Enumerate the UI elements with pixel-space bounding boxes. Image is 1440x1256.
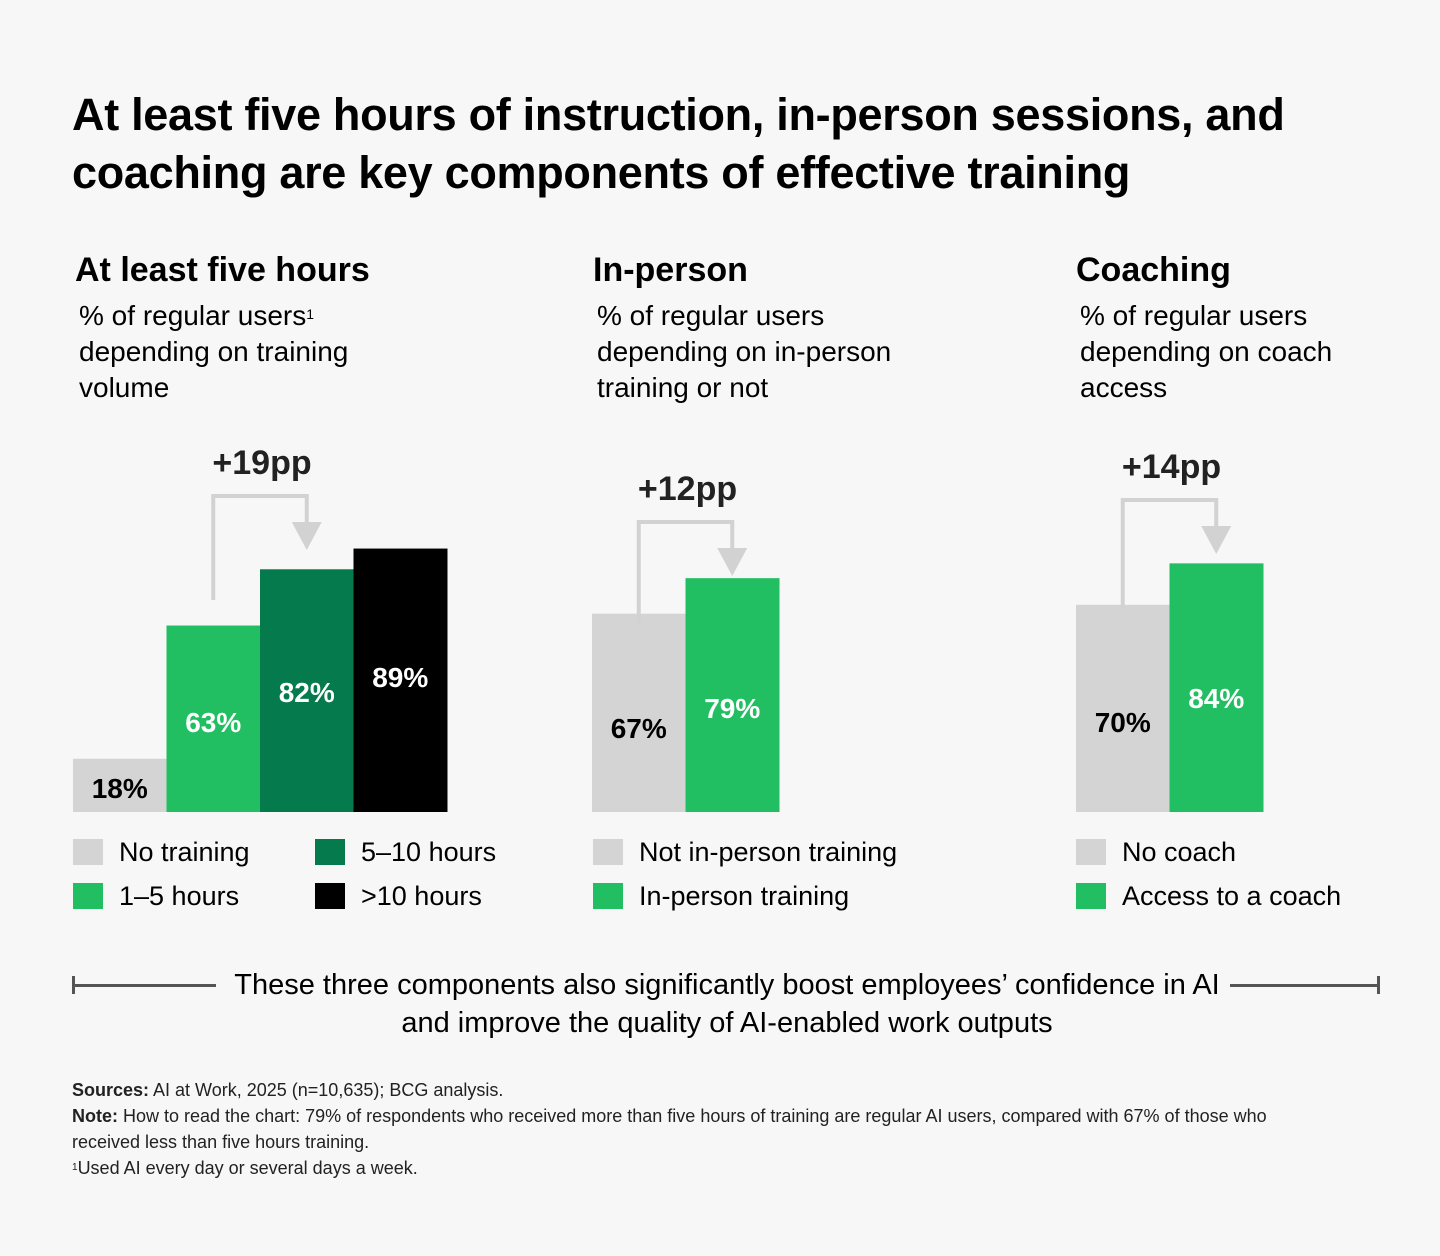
legend-swatch — [593, 839, 623, 865]
bar-value-label: 63% — [185, 707, 241, 738]
bar-value-label: 67% — [611, 713, 667, 744]
footnote-ref: 1 — [306, 306, 315, 322]
difference-label: +14pp — [1122, 448, 1221, 486]
legend-label: >10 hours — [361, 881, 482, 911]
legend-swatch — [593, 883, 623, 909]
legend-item: Access to a coach — [1076, 880, 1376, 912]
panel-training-volume: At least five hours % of regular users1 … — [75, 248, 439, 406]
callout: These three components also significantl… — [72, 966, 1380, 1046]
legend-training-volume: No training 5–10 hours 1–5 hours >10 hours — [73, 836, 515, 912]
legend-in-person: Not in-person training In-person training — [593, 836, 913, 912]
legend-label: 5–10 hours — [361, 837, 497, 867]
legend-item: Not in-person training — [593, 836, 913, 868]
panel-subtitle: % of regular users1 depending on trainin… — [79, 298, 439, 406]
legend-item: In-person training — [593, 880, 913, 912]
footnote-1: 1Used AI every day or several days a wee… — [72, 1155, 1332, 1181]
legend-label: 1–5 hours — [119, 881, 240, 911]
footnotes: Sources: AI at Work, 2025 (n=10,635); BC… — [72, 1077, 1332, 1181]
bar-value-label: 89% — [372, 662, 428, 693]
callout-right-tick — [1377, 976, 1380, 994]
legend-swatch — [73, 839, 103, 865]
legend-item: 5–10 hours — [315, 836, 515, 868]
legend-item: 1–5 hours — [73, 880, 285, 912]
bar--10-hours — [353, 548, 448, 812]
arrow-down-icon — [291, 522, 322, 550]
bar-access-to-a-coach — [1169, 563, 1264, 812]
legend-label: In-person training — [639, 881, 850, 911]
panel-subtitle: % of regular users depending on in-perso… — [597, 300, 892, 403]
callout-right-rule — [1230, 984, 1378, 987]
bar-not-in-person-training — [592, 613, 686, 812]
panel-title: Coaching — [1076, 251, 1231, 289]
panel-title: At least five hours — [75, 251, 370, 289]
sources-note: Sources: AI at Work, 2025 (n=10,635); BC… — [72, 1077, 1332, 1103]
legend-item: No training — [73, 836, 285, 868]
bar-value-label: 18% — [92, 773, 148, 804]
bar-1-5-hours — [166, 625, 261, 812]
legend-item: >10 hours — [315, 880, 515, 912]
difference-label: +12pp — [638, 470, 737, 508]
legend-label: No training — [119, 837, 250, 867]
legend-swatch — [73, 883, 103, 909]
bar-value-label: 79% — [704, 693, 760, 724]
panel-subtitle: % of regular users depending on coach ac… — [1080, 300, 1333, 403]
note-label: Note: — [72, 1106, 118, 1126]
arrow-down-icon — [717, 548, 748, 576]
legend-label: Not in-person training — [639, 837, 898, 867]
legend-label: No coach — [1122, 837, 1237, 867]
legend-item: No coach — [1076, 836, 1376, 868]
legend-coaching: No coach Access to a coach — [1076, 836, 1376, 912]
legend-swatch — [315, 883, 345, 909]
bar-value-label: 84% — [1188, 683, 1244, 714]
bar-in-person-training — [685, 578, 780, 812]
legend-swatch — [1076, 883, 1106, 909]
legend-swatch — [1076, 839, 1106, 865]
panel-title: In-person — [593, 251, 748, 289]
sources-label: Sources: — [72, 1080, 150, 1100]
difference-label: +19pp — [212, 444, 311, 482]
bar-5-10-hours — [260, 569, 354, 812]
sources-text: AI at Work, 2025 (n=10,635); BCG analysi… — [149, 1080, 504, 1100]
legend-swatch — [315, 839, 345, 865]
callout-text: These three components also significantl… — [234, 969, 1220, 1039]
bar-no-training — [73, 758, 167, 812]
footnote-marker: 1 — [72, 1162, 78, 1173]
panel-coaching: Coaching % of regular users depending on… — [1076, 248, 1380, 406]
legend-label: Access to a coach — [1122, 881, 1342, 911]
annotation-connector — [211, 494, 309, 600]
callout-left-rule — [72, 984, 216, 987]
arrow-down-icon — [1201, 526, 1232, 554]
reading-note: Note: How to read the chart: 79% of resp… — [72, 1103, 1332, 1155]
note-text: How to read the chart: 79% of respondent… — [72, 1106, 1267, 1152]
footnote-text: Used AI every day or several days a week… — [77, 1158, 418, 1178]
subtitle-text: % of regular users1 depending on trainin… — [79, 300, 349, 403]
annotation-connector — [1120, 498, 1219, 608]
annotation-connector — [636, 520, 735, 624]
bar-value-label: 82% — [279, 677, 335, 708]
bar-no-coach — [1076, 604, 1170, 812]
panel-in-person: In-person % of regular users depending o… — [593, 248, 957, 406]
page-title: At least five hours of instruction, in-p… — [72, 89, 1285, 198]
bar-value-label: 70% — [1095, 707, 1151, 738]
